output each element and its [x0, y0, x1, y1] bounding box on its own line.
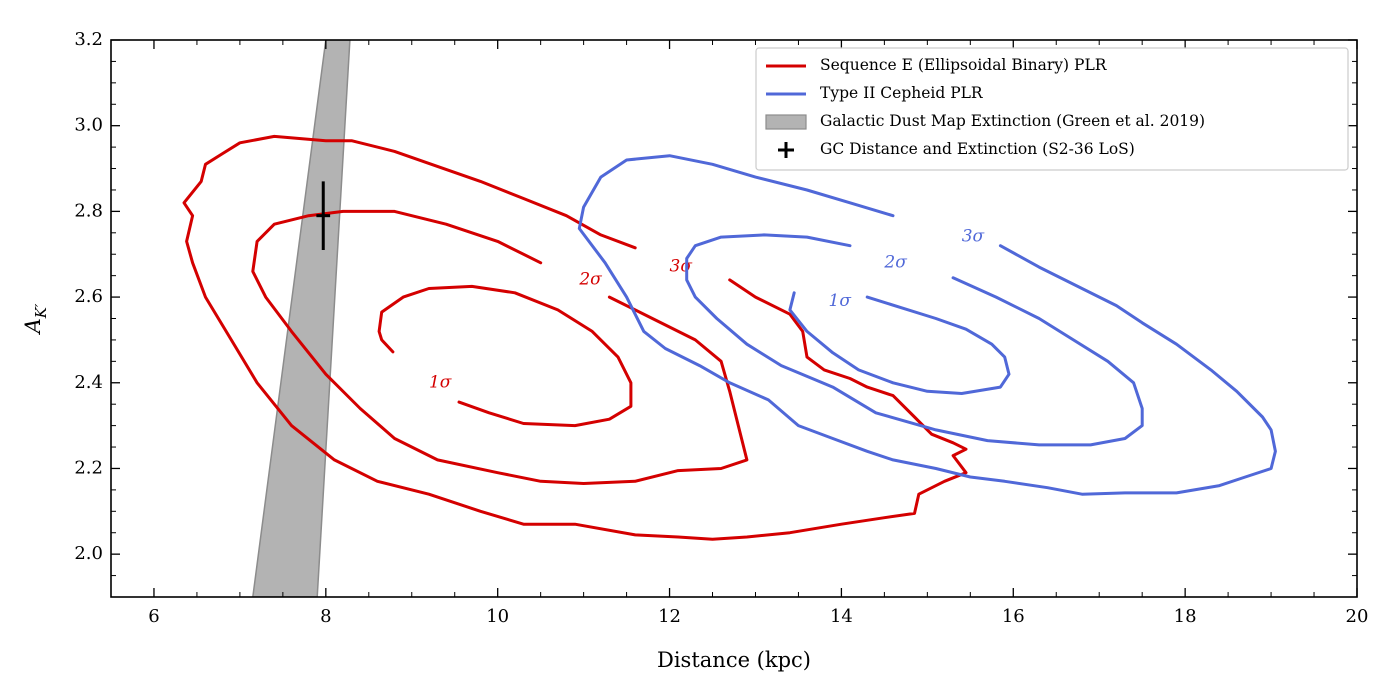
x-tick-label: 16 [1002, 606, 1025, 627]
x-tick-label: 14 [830, 606, 853, 627]
dust-band-layer [252, 40, 351, 597]
plot-frame [110, 39, 1358, 598]
contour-label: 1σ [829, 291, 852, 311]
contour-2sigma [685, 233, 1144, 447]
legend-label: Type II Cepheid PLR [820, 84, 984, 102]
contour-label: 2σ [883, 252, 907, 272]
y-tick-label: 3.2 [74, 29, 103, 50]
contour-1sigma [788, 291, 1011, 395]
legend-label: Galactic Dust Map Extinction (Green et a… [820, 112, 1205, 130]
y-tick-label: 2.8 [74, 200, 103, 221]
contour-label: 2σ [578, 269, 602, 289]
y-tick-label: 2.0 [74, 543, 103, 564]
x-tick-label: 10 [486, 606, 509, 627]
ticks-layer: 6 8 10 12 14 16 18 20 2.0 2.2 2.4 2.6 2.8 3.0 3.2 [74, 29, 1368, 627]
legend-label: Sequence E (Ellipsoidal Binary) PLR [820, 56, 1108, 74]
series-type-ii-cepheid [577, 154, 1277, 496]
y-tick-label: 2.2 [74, 457, 103, 478]
legend-box [755, 47, 1349, 171]
x-tick-label: 8 [320, 606, 331, 627]
x-tick-label: 12 [658, 606, 681, 627]
y-axis-label: AK′ [21, 303, 50, 335]
x-tick-label: 6 [148, 606, 159, 627]
y-tick-label: 3.0 [74, 115, 103, 136]
contour-2sigma [251, 209, 749, 485]
legend: Sequence E (Ellipsoidal Binary) PLR Type … [755, 47, 1349, 171]
contours-layer: 1σ 2σ 3σ 1σ 2σ 3σ [182, 134, 1277, 541]
contour-label: 1σ [429, 372, 452, 392]
contour-1sigma [377, 284, 633, 428]
series-sequence-e [182, 134, 968, 541]
y-tick-label: 2.4 [74, 372, 103, 393]
x-axis-label: Distance (kpc) [657, 648, 811, 672]
contour-3sigma [182, 134, 968, 541]
x-tick-label: 18 [1174, 606, 1197, 627]
contour-label: 3σ [962, 227, 985, 247]
y-tick-label: 2.6 [74, 286, 103, 307]
dust-band [252, 40, 351, 597]
legend-label: GC Distance and Extinction (S2-36 LoS) [820, 140, 1135, 158]
contour-3sigma [577, 154, 1277, 496]
x-tick-label: 20 [1346, 606, 1369, 627]
legend-patch-swatch [765, 114, 807, 130]
contour-label: 3σ [670, 257, 693, 277]
gc-point-layer [316, 181, 331, 250]
